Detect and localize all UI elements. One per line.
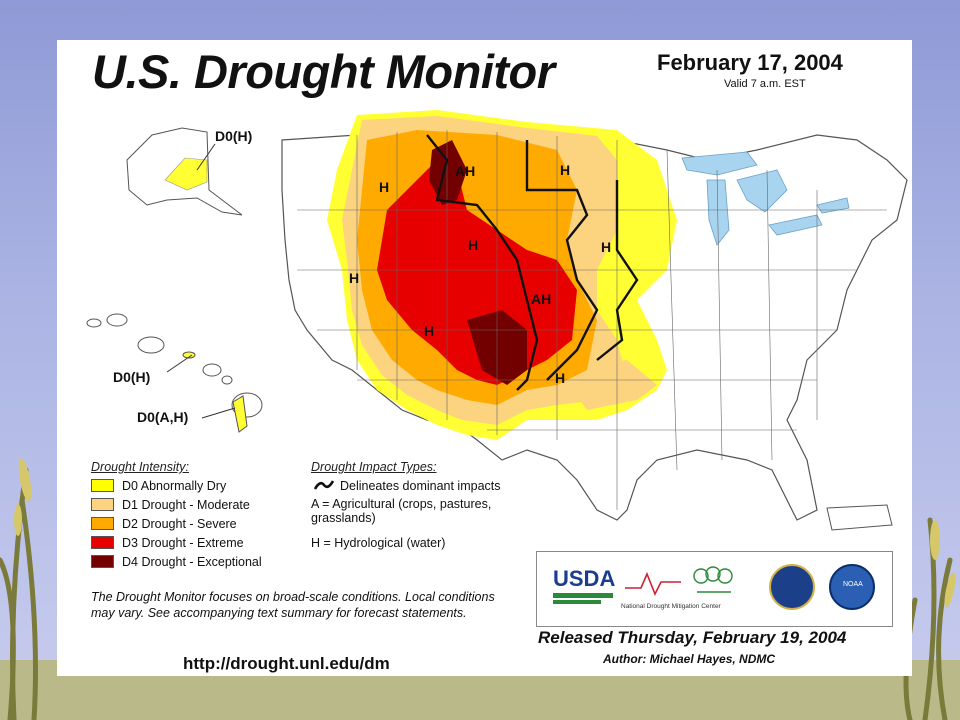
label-hawaii-big: D0(A,H) (137, 409, 189, 425)
swatch-d3 (91, 536, 114, 549)
ndmc-graphic (625, 566, 733, 596)
impact-line-icon (313, 480, 335, 490)
legend-label-d2: D2 Drought - Severe (122, 516, 237, 531)
label-h-idaho: H (379, 179, 390, 195)
map-date: February 17, 2004 (657, 50, 843, 75)
label-ah-montana: AH (455, 163, 476, 179)
impact-h: H = Hydrological (water) (311, 536, 446, 550)
usda-logo-stripe-2 (553, 600, 601, 604)
impact-line-label: Delineates dominant impacts (340, 479, 501, 493)
label-h-nevada: H (349, 270, 360, 286)
commerce-seal (769, 564, 815, 610)
label-ah-kansas: AH (531, 291, 552, 307)
ndmc-logo: National Drought Mitigation Center (621, 564, 761, 614)
drought-map (86, 110, 908, 531)
swatch-d0 (91, 479, 114, 492)
drought-monitor-panel: U.S. Drought Monitor February 17, 2004 V… (57, 40, 912, 676)
legend-label-d1: D1 Drought - Moderate (122, 497, 250, 512)
page-title: U.S. Drought Monitor (92, 45, 555, 98)
label-h-arizona: H (424, 323, 435, 339)
impact-a-cont: grasslands) (311, 511, 376, 525)
label-h-texas: H (555, 370, 566, 386)
swatch-d2 (91, 517, 114, 530)
usda-logo-stripes (553, 593, 613, 598)
legend-d3: D3 Drought - Extreme (91, 535, 244, 550)
legend-d4: D4 Drought - Exceptional (91, 554, 262, 569)
legend-label-d3: D3 Drought - Extreme (122, 535, 244, 550)
legend-label-d4: D4 Drought - Exceptional (122, 554, 262, 569)
agency-logos: USDA National Drought Mitigation Center … (536, 551, 893, 627)
legend-d1: D1 Drought - Moderate (91, 497, 250, 512)
legend-d0: D0 Abnormally Dry (91, 478, 226, 493)
legend-impact-title: Drought Impact Types: (311, 460, 437, 474)
source-url[interactable]: http://drought.unl.edu/dm (183, 654, 390, 673)
label-h-dakota: H (560, 162, 571, 178)
label-h-iowa: H (601, 239, 612, 255)
author: Author: Michael Hayes, NDMC (603, 652, 776, 666)
swatch-d4 (91, 555, 114, 568)
legend-intensity-title: Drought Intensity: (91, 460, 189, 474)
d3-region (377, 160, 577, 385)
usda-logo: USDA (553, 566, 616, 608)
legend-label-d0: D0 Abnormally Dry (122, 478, 227, 493)
swatch-d1 (91, 498, 114, 511)
legend-d2: D2 Drought - Severe (91, 516, 237, 531)
release-date: Released Thursday, February 19, 2004 (538, 628, 847, 647)
noaa-logo: NOAA (829, 564, 875, 610)
puerto-rico-shape (826, 504, 893, 531)
usda-logo-text: USDA (553, 566, 616, 591)
valid-time: Valid 7 a.m. EST (724, 78, 806, 90)
d4-region (429, 140, 467, 205)
impact-a: A = Agricultural (crops, pastures, (311, 497, 492, 511)
noaa-logo-text: NOAA (843, 581, 863, 588)
label-h-colorado: H (468, 237, 479, 253)
disclaimer-note: The Drought Monitor focuses on broad-sca… (91, 590, 495, 620)
label-alaska: D0(H) (215, 128, 253, 144)
ndmc-logo-text: National Drought Mitigation Center (621, 603, 721, 610)
label-hawaii-north: D0(H) (113, 369, 151, 385)
